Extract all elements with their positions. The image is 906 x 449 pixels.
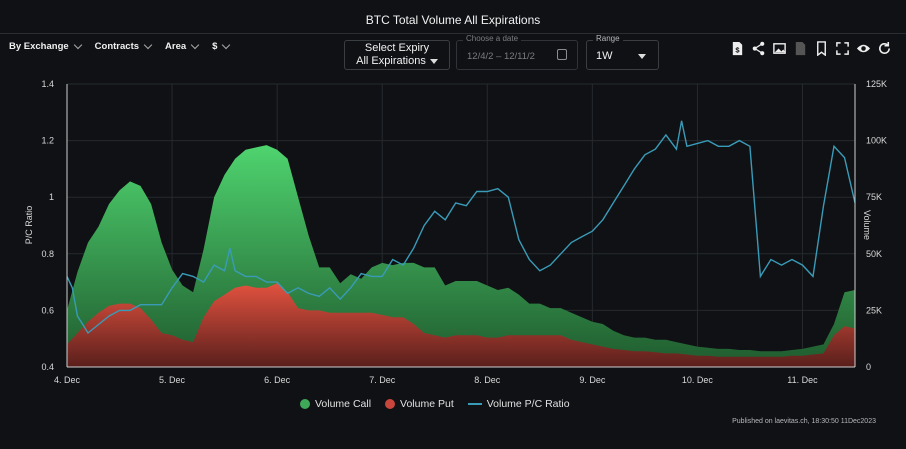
series-area-volume-call — [67, 145, 855, 367]
filter-label: Area — [165, 41, 187, 52]
range-value: 1W — [596, 50, 613, 62]
y-right-tick-label: 0 — [866, 362, 871, 372]
series-line-pc-ratio — [66, 120, 856, 335]
y-right-tick-label: 100K — [866, 136, 887, 146]
caret-down-icon — [429, 58, 438, 64]
filter-label: By Exchange — [9, 41, 69, 52]
legend-marker-put — [385, 399, 396, 409]
y-right-tick-label: 50K — [866, 249, 882, 259]
y-right-tick-label: 75K — [866, 192, 882, 202]
x-tick-label: 9. Dec — [579, 375, 606, 385]
legend-item-ratio[interactable]: Volume P/C Ratio — [467, 398, 570, 410]
legend: Volume Call Volume Put Volume P/C Ratio — [300, 398, 570, 410]
y-right-axis-label: Volume — [862, 210, 872, 240]
expiry-value: All Expirations — [356, 55, 426, 67]
toolbar: $ — [729, 40, 893, 57]
svg-text:$: $ — [735, 45, 740, 54]
filter-area[interactable]: Area — [165, 40, 200, 52]
filter-currency[interactable]: $ — [212, 40, 231, 52]
published-note: Published on laevitas.ch, 18:30:50 11Dec… — [732, 418, 876, 425]
date-range-picker[interactable]: Choose a date 12/4/2 – 12/11/2 — [456, 34, 578, 70]
chart-title: BTC Total Volume All Expirations — [365, 13, 541, 27]
y-right-tick-label: 25K — [866, 305, 882, 315]
filter-bar: By Exchange Contracts Area $ — [9, 40, 231, 52]
y-left-tick-label: 1.2 — [41, 136, 54, 146]
refresh-icon[interactable] — [876, 40, 893, 57]
document-dollar-icon[interactable]: $ — [729, 40, 746, 57]
y-left-tick-label: 1 — [49, 192, 54, 202]
x-tick-label: 10. Dec — [682, 375, 714, 385]
legend-label: Volume Call — [315, 398, 372, 410]
select-expiry-dropdown[interactable]: Select Expiry All Expirations — [344, 40, 450, 70]
y-left-axis-label: P/C Ratio — [24, 206, 34, 245]
legend-item-call[interactable]: Volume Call — [300, 398, 371, 410]
x-tick-label: 5. Dec — [159, 375, 186, 385]
legend-marker-ratio — [467, 403, 482, 405]
y-left-tick-label: 0.6 — [41, 305, 54, 315]
date-picker-label: Choose a date — [463, 34, 522, 43]
image-capture-icon[interactable] — [771, 40, 788, 57]
legend-marker-call — [300, 399, 310, 409]
legend-label: Volume P/C Ratio — [486, 398, 570, 410]
x-tick-label: 7. Dec — [369, 375, 396, 385]
expiry-heading: Select Expiry — [364, 42, 430, 54]
x-tick-label: 6. Dec — [264, 375, 291, 385]
calendar-icon[interactable] — [557, 49, 567, 60]
date-picker-value: 12/4/2 – 12/11/2 — [467, 51, 535, 62]
y-right-tick-label: 125K — [866, 79, 887, 89]
caret-down-icon — [638, 54, 646, 59]
header-divider — [0, 33, 906, 34]
csv-file-icon[interactable] — [792, 40, 809, 57]
x-tick-label: 11. Dec — [787, 375, 818, 385]
eye-icon[interactable] — [855, 40, 872, 57]
series-area-volume-put — [67, 283, 855, 367]
legend-item-put[interactable]: Volume Put — [385, 398, 454, 410]
y-left-tick-label: 1.4 — [41, 79, 54, 89]
fullscreen-icon[interactable] — [834, 40, 851, 57]
range-label: Range — [593, 34, 623, 43]
x-tick-label: 4. Dec — [54, 375, 81, 385]
y-left-tick-label: 0.8 — [41, 249, 54, 259]
legend-label: Volume Put — [400, 398, 454, 410]
x-tick-label: 8. Dec — [474, 375, 501, 385]
filter-by-exchange[interactable]: By Exchange — [9, 40, 82, 52]
filter-contracts[interactable]: Contracts — [94, 40, 153, 52]
bookmark-icon[interactable] — [813, 40, 830, 57]
share-icon[interactable] — [750, 40, 767, 57]
range-select[interactable]: Range 1W — [586, 34, 659, 70]
y-left-tick-label: 0.4 — [41, 362, 54, 372]
filter-label: Contracts — [94, 41, 140, 52]
filter-label: $ — [212, 41, 218, 52]
